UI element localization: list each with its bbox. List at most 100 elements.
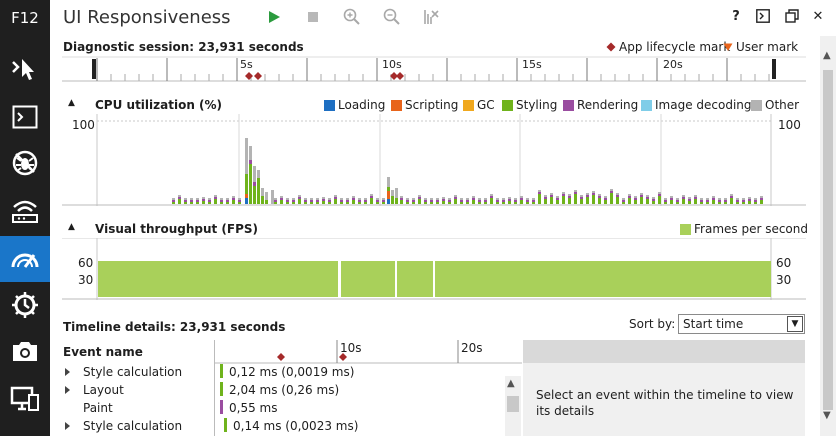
cpu-bar-segment xyxy=(448,200,451,202)
cpu-bar-segment xyxy=(568,194,571,196)
expand-icon[interactable] xyxy=(65,422,70,430)
cpu-bar-segment xyxy=(387,177,390,187)
cpu-legend-styling: Styling xyxy=(502,98,557,112)
main-scrollbar[interactable]: ▲ ▼ xyxy=(820,36,836,436)
cpu-bar-segment xyxy=(370,196,373,198)
cpu-bar-segment xyxy=(466,198,469,200)
clear-selection-icon[interactable] xyxy=(420,6,442,28)
cpu-legend-rendering: Rendering xyxy=(563,98,638,112)
cpu-bar-segment xyxy=(238,198,241,200)
expand-icon[interactable] xyxy=(65,368,70,376)
cpu-bar-segment xyxy=(502,198,505,200)
scroll-up-icon[interactable]: ▲ xyxy=(823,50,831,61)
ui-responsiveness-icon[interactable] xyxy=(0,236,50,282)
cpu-bar-segment xyxy=(538,192,541,194)
cpu-bar-segment xyxy=(328,198,331,200)
legend-label: Rendering xyxy=(577,98,639,112)
cpu-bar-segment xyxy=(376,200,379,202)
cpu-bar-segment xyxy=(580,199,583,204)
debugger-icon[interactable] xyxy=(0,140,50,186)
cpu-bar-segment xyxy=(172,200,175,202)
cpu-bar-segment xyxy=(664,198,667,200)
collapse-fps-icon[interactable]: ▲ xyxy=(68,222,75,232)
event-duration-bar xyxy=(224,418,227,432)
close-icon[interactable]: ✕ xyxy=(812,8,824,24)
play-icon[interactable] xyxy=(263,6,285,28)
event-row[interactable]: Style calculation xyxy=(63,419,213,435)
timeline-tick-20s: 20s xyxy=(461,341,483,355)
cpu-bar-segment xyxy=(274,202,277,204)
cpu-chart[interactable] xyxy=(62,114,806,206)
cpu-bar-segment xyxy=(184,200,187,202)
cpu-bar-segment xyxy=(376,202,379,204)
events-scrollbar[interactable]: ▲ xyxy=(505,376,521,436)
zoom-in-icon[interactable] xyxy=(341,6,363,28)
event-row[interactable]: Style calculation xyxy=(63,365,213,381)
help-icon[interactable]: ? xyxy=(732,8,740,24)
cpu-bar-segment xyxy=(718,202,721,204)
fps-legend: Frames per second xyxy=(680,222,808,236)
cpu-bar-segment xyxy=(202,201,205,204)
event-row[interactable]: Layout xyxy=(63,383,213,399)
scroll-down-icon[interactable]: ▼ xyxy=(823,410,831,421)
zoom-out-icon[interactable] xyxy=(381,6,403,28)
cpu-bar-segment xyxy=(616,193,619,195)
legend-label: Scripting xyxy=(405,98,459,112)
cpu-bar-segment xyxy=(652,201,655,204)
cpu-bar-segment xyxy=(622,202,625,204)
cpu-bar-segment xyxy=(610,189,613,191)
console-toggle-icon[interactable] xyxy=(753,6,773,26)
expand-icon[interactable] xyxy=(65,386,70,394)
scroll-thumb[interactable] xyxy=(507,396,519,412)
lifecycle-mark[interactable] xyxy=(254,72,262,80)
column-divider[interactable] xyxy=(214,340,215,436)
cpu-bar-segment xyxy=(562,196,565,204)
legend-user-label: User mark xyxy=(736,40,799,54)
cpu-bar-segment xyxy=(562,192,565,194)
cpu-bar-segment xyxy=(387,191,390,199)
selection-end-handle[interactable] xyxy=(772,59,776,79)
scroll-thumb[interactable] xyxy=(823,70,833,410)
dom-explorer-icon[interactable] xyxy=(0,46,50,92)
cpu-bar-segment xyxy=(580,195,583,197)
lifecycle-mark[interactable] xyxy=(390,72,398,80)
scroll-up-icon[interactable]: ▲ xyxy=(507,378,515,389)
undock-icon[interactable] xyxy=(782,6,802,26)
console-icon[interactable] xyxy=(0,94,50,140)
event-row[interactable]: Paint xyxy=(63,401,213,417)
emulation-icon[interactable] xyxy=(0,376,50,422)
cpu-bar-segment xyxy=(556,198,559,200)
cpu-bar-segment xyxy=(436,202,439,204)
column-event-name[interactable]: Event name xyxy=(63,345,143,359)
profiler-icon[interactable] xyxy=(0,282,50,328)
cpu-bar-segment xyxy=(454,195,457,197)
cpu-bar-segment xyxy=(184,198,187,200)
sort-by-select[interactable]: Start time ▼ xyxy=(678,314,805,334)
cpu-bar-segment xyxy=(418,195,421,197)
cpu-bar-segment xyxy=(382,202,385,204)
sort-by-label: Sort by: xyxy=(629,317,676,331)
selection-start-handle[interactable] xyxy=(92,59,96,79)
cpu-bar-segment xyxy=(292,202,295,204)
lifecycle-mark[interactable] xyxy=(245,72,253,80)
memory-icon[interactable] xyxy=(0,328,50,374)
cpu-bar-segment xyxy=(430,200,433,202)
cpu-bar-segment xyxy=(178,197,181,199)
cpu-bar-segment xyxy=(550,195,553,197)
legend-label: GC xyxy=(477,98,495,112)
cpu-bar-segment xyxy=(736,200,739,202)
session-duration: Diagnostic session: 23,931 seconds xyxy=(63,40,304,54)
chevron-down-icon[interactable]: ▼ xyxy=(787,316,803,332)
cpu-bar-segment xyxy=(202,197,205,199)
cpu-bar-segment xyxy=(226,200,229,202)
cpu-bar-segment xyxy=(304,200,307,202)
stop-icon[interactable] xyxy=(302,6,324,28)
cpu-bar-segment xyxy=(334,197,337,199)
session-ruler[interactable] xyxy=(62,56,806,82)
cpu-bar-segment xyxy=(688,197,691,199)
fps-chart[interactable] xyxy=(62,238,806,300)
collapse-cpu-icon[interactable]: ▲ xyxy=(68,98,75,108)
lifecycle-mark[interactable] xyxy=(396,72,404,80)
network-icon[interactable] xyxy=(0,188,50,234)
cpu-bar-segment xyxy=(190,200,193,202)
